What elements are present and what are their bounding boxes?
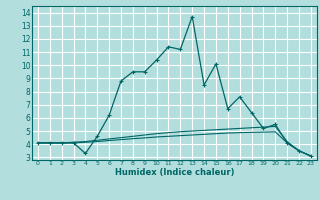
X-axis label: Humidex (Indice chaleur): Humidex (Indice chaleur) [115, 168, 234, 177]
